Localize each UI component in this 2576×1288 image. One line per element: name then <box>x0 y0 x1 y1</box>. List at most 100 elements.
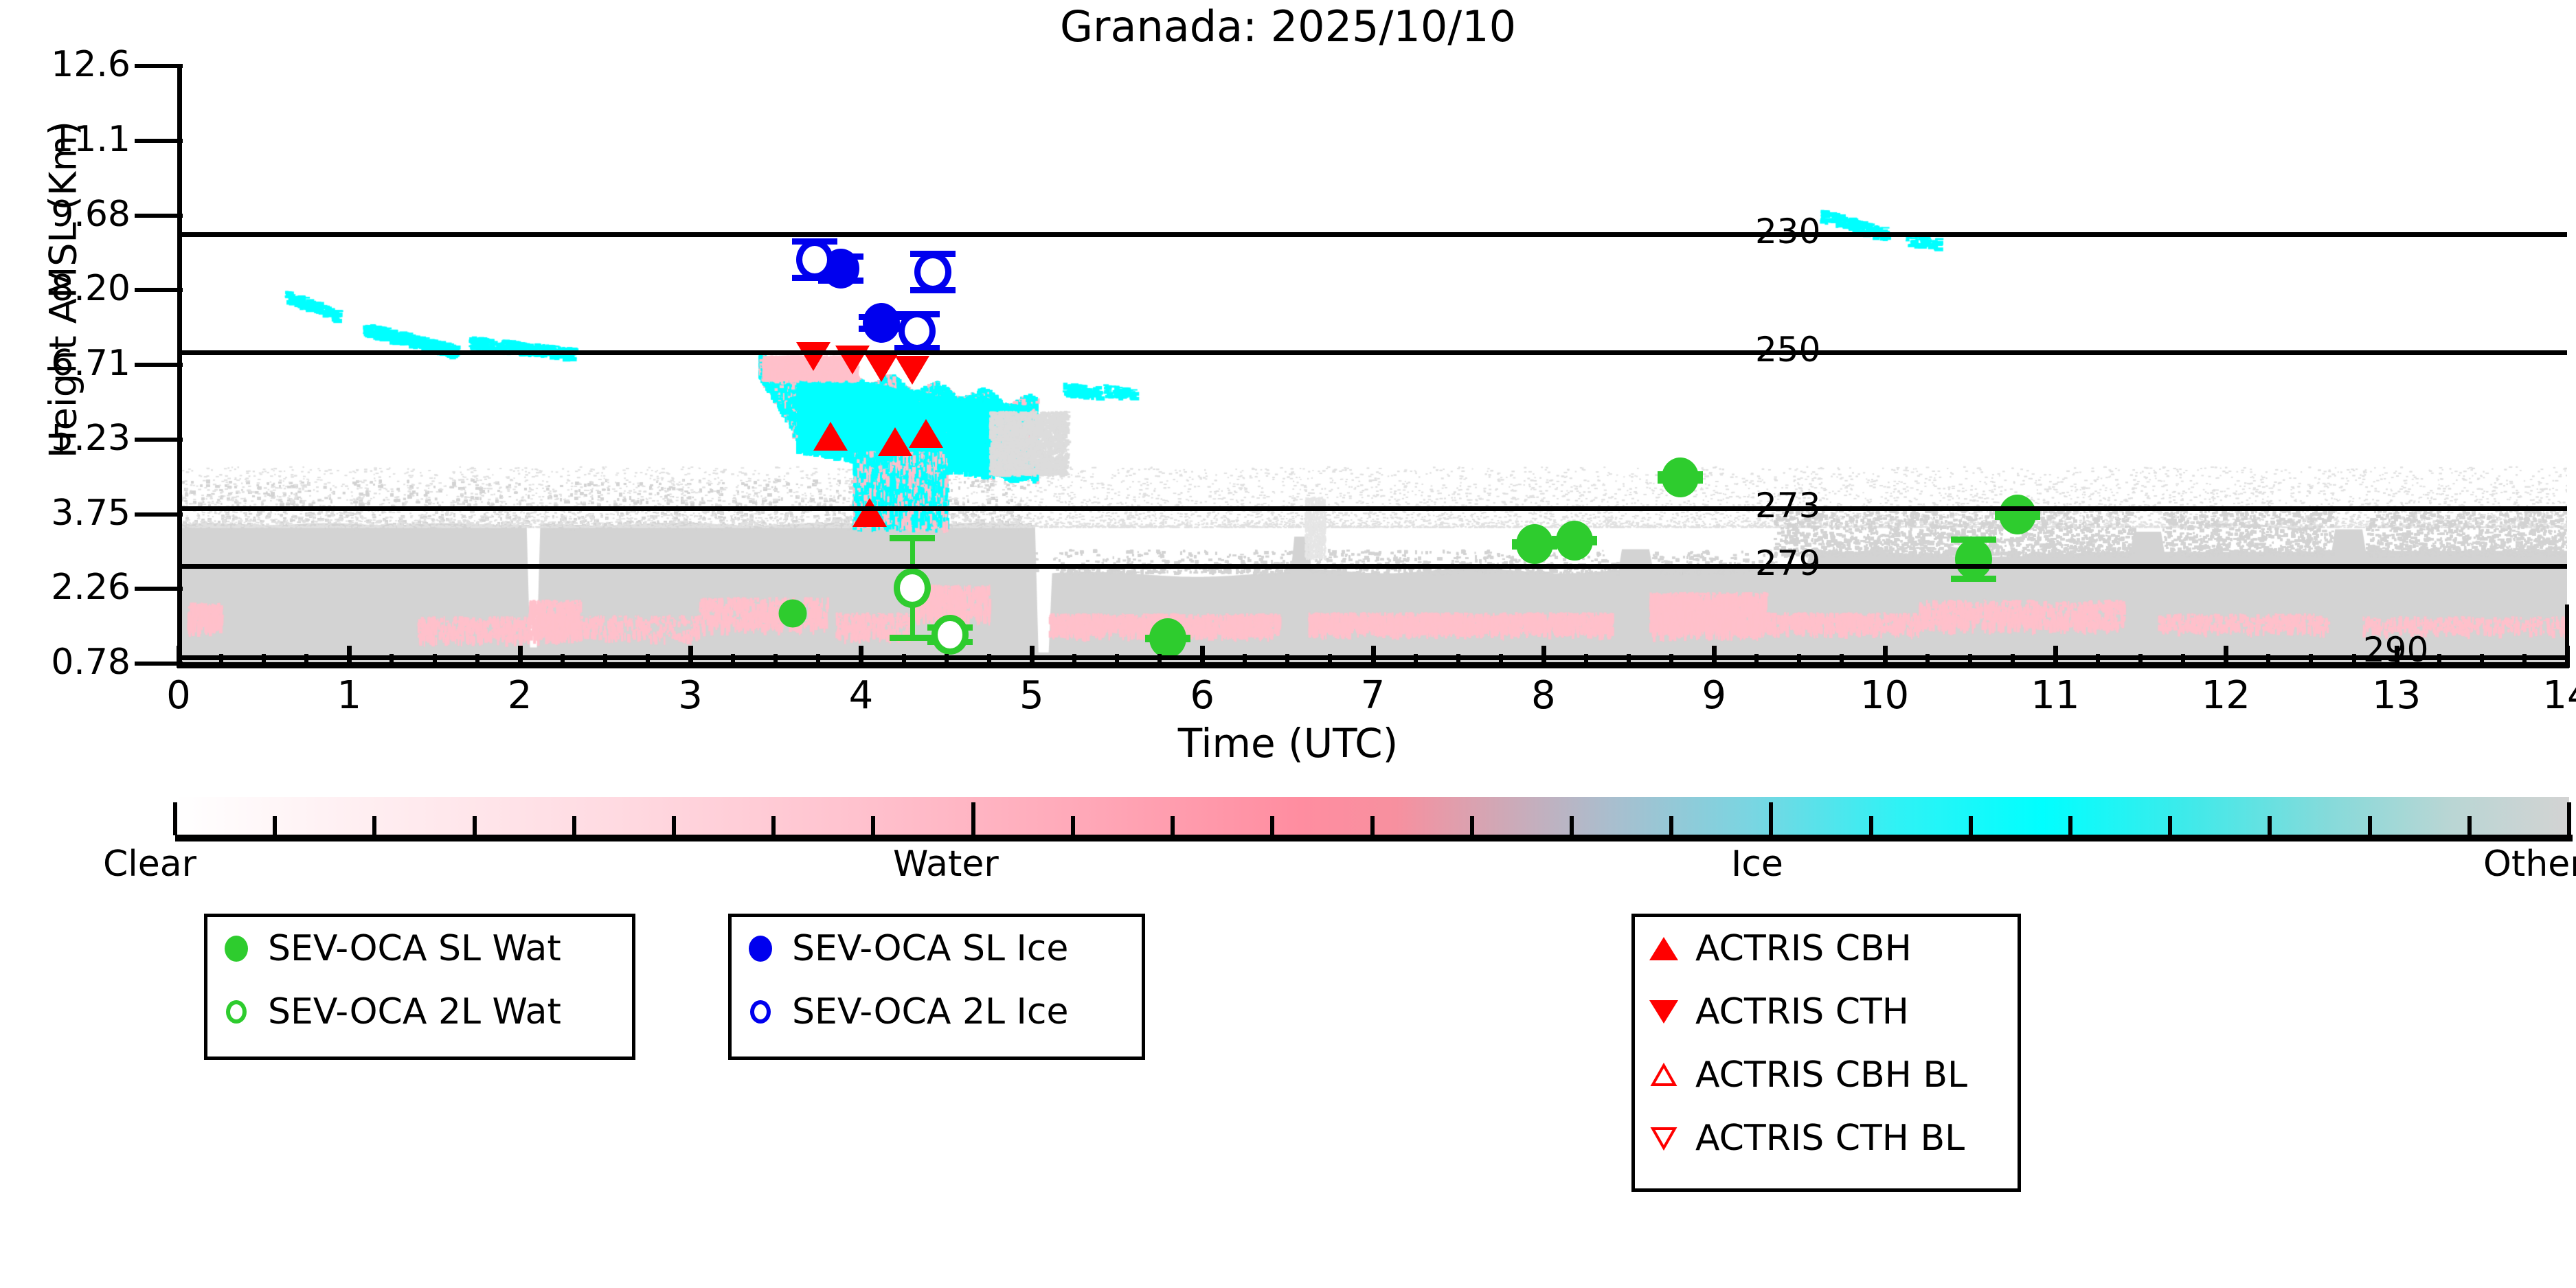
data-point-triangle-up <box>852 498 887 528</box>
triangle-up-outline-icon <box>1645 1063 1683 1087</box>
isotherm-line <box>179 232 2567 238</box>
colorbar-tick <box>1070 816 1075 835</box>
x-axis-minor-tick <box>1797 654 1802 668</box>
x-axis-minor-tick <box>560 654 565 668</box>
colorbar-tick <box>1968 816 1973 835</box>
legend-item-actris-cbh: ACTRIS CBH <box>1635 917 2018 980</box>
colorbar-tick <box>672 816 677 835</box>
data-point-triangle-down <box>894 356 929 385</box>
x-axis-title: Time (UTC) <box>1177 720 1399 767</box>
y-axis-tick <box>135 138 183 143</box>
isotherm-line <box>179 350 2567 356</box>
x-axis-tick-label: 14 <box>2542 673 2576 718</box>
legend-label: SEV-OCA 2L Wat <box>268 991 561 1032</box>
x-axis-minor-tick <box>1925 654 1930 668</box>
legend-label: SEV-OCA SL Ice <box>792 928 1069 969</box>
x-axis-minor-tick <box>1840 654 1844 668</box>
triangle-down-icon <box>1645 1000 1683 1024</box>
colorbar-tick <box>1370 816 1375 835</box>
y-axis-tick <box>135 64 183 68</box>
data-point-open-circle <box>899 311 936 352</box>
data-point-filled-circle <box>1999 494 2037 534</box>
isotherm-label: 230 <box>1755 212 1821 252</box>
x-axis-minor-tick <box>2138 654 2143 668</box>
x-axis-tick <box>2565 646 2570 668</box>
x-axis-minor-tick <box>1583 654 1588 668</box>
colorbar-tick <box>372 816 377 835</box>
triangle-up-icon <box>1645 937 1683 960</box>
x-axis-tick <box>2224 646 2229 668</box>
data-point-filled-circle <box>1516 524 1554 565</box>
x-axis-minor-tick <box>986 654 991 668</box>
y-axis-tick-label: 0.78 <box>51 642 131 683</box>
x-axis-tick <box>688 646 694 668</box>
filled-circle-icon <box>741 936 780 962</box>
colorbar-tick <box>1171 816 1175 835</box>
x-axis-tick <box>517 646 523 668</box>
data-point-triangle-up <box>878 427 913 457</box>
data-point-filled-circle <box>1555 521 1593 561</box>
legend-item-actris-cth-bl: ACTRIS CTH BL <box>1635 1107 2018 1170</box>
x-axis-minor-tick <box>1114 654 1119 668</box>
x-axis-minor-tick <box>1285 654 1290 668</box>
x-axis-minor-tick <box>2351 654 2356 668</box>
x-axis-minor-tick <box>2181 654 2186 668</box>
x-axis-minor-tick <box>1072 654 1076 668</box>
data-point-triangle-down <box>864 352 899 382</box>
colorbar-tick <box>2068 816 2072 835</box>
isotherm-line <box>179 563 2567 569</box>
x-axis-tick-label: 11 <box>2031 673 2080 718</box>
colorbar-tick <box>771 816 776 835</box>
x-axis-tick <box>1200 646 1206 668</box>
colorbar-tick <box>572 816 576 835</box>
open-circle-icon <box>741 1000 780 1024</box>
isotherm-label: 290 <box>2363 630 2429 670</box>
x-axis-minor-tick <box>389 654 394 668</box>
legend-actris: ACTRIS CBH ACTRIS CTH ACTRIS CBH BL ACTR… <box>1631 914 2021 1192</box>
colorbar-tick <box>1469 816 1474 835</box>
colorbar-tick <box>2367 816 2372 835</box>
isotherm-line <box>179 506 2567 512</box>
legend-label: SEV-OCA SL Wat <box>268 928 561 969</box>
data-point-open-circle <box>796 240 834 280</box>
legend-item-actris-cbh-bl: ACTRIS CBH BL <box>1635 1043 2018 1107</box>
colorbar-label-other: Other <box>2483 844 2576 885</box>
colorbar-tick <box>472 816 477 835</box>
x-axis-minor-tick <box>816 654 821 668</box>
legend-sev-oca-water: SEV-OCA SL Wat SEV-OCA 2L Wat <box>204 914 635 1060</box>
x-axis-minor-tick <box>901 654 906 668</box>
x-axis-tick-label: 1 <box>337 673 362 718</box>
x-axis-tick-label: 4 <box>848 673 874 718</box>
x-axis-minor-tick <box>944 654 949 668</box>
y-axis-tick-label: 2.26 <box>51 567 131 609</box>
y-axis-tick-label: 11.1 <box>51 118 131 160</box>
colorbar-tick <box>273 816 278 835</box>
y-axis-tick-label: 9.68 <box>51 193 131 235</box>
cloud-classification-raster <box>179 66 2567 664</box>
legend-item-sev-oca-sl-ice: SEV-OCA SL Ice <box>732 917 1142 980</box>
x-axis-minor-tick <box>2010 654 2015 668</box>
colorbar-tick <box>1669 816 1674 835</box>
x-axis-tick <box>1370 646 1376 668</box>
x-axis-tick-label: 2 <box>507 673 532 718</box>
colorbar-tick <box>1270 816 1275 835</box>
legend-label: SEV-OCA 2L Ice <box>792 991 1069 1032</box>
y-axis-title: Height AMSL (Km) <box>41 121 85 458</box>
legend-item-actris-cth: ACTRIS CTH <box>1635 980 2018 1043</box>
plot-area <box>179 66 2567 664</box>
x-axis-tick <box>347 646 352 668</box>
triangle-down-outline-icon <box>1645 1126 1683 1151</box>
x-axis-minor-tick <box>1456 654 1460 668</box>
data-point-filled-circle <box>1149 618 1187 659</box>
legend-sev-oca-ice: SEV-OCA SL Ice SEV-OCA 2L Ice <box>728 914 1145 1060</box>
x-axis-tick <box>177 646 181 668</box>
y-axis-tick-label: 12.6 <box>51 44 131 85</box>
x-axis-minor-tick <box>2437 654 2441 668</box>
y-axis-tick <box>135 288 183 293</box>
colorbar-label-water: Water <box>893 844 999 885</box>
x-axis-tick-label: 7 <box>1360 673 1386 718</box>
colorbar-tick <box>971 802 975 835</box>
colorbar-tick <box>1769 802 1774 835</box>
x-axis-minor-tick <box>1328 654 1333 668</box>
data-point-filled-circle <box>1661 457 1699 497</box>
